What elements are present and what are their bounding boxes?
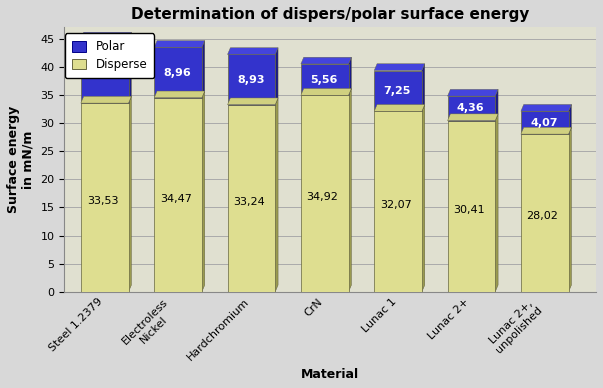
Polygon shape [422, 64, 425, 111]
Bar [374, 111, 422, 292]
Polygon shape [227, 98, 278, 105]
Polygon shape [227, 48, 278, 54]
Text: 34,47: 34,47 [160, 194, 192, 204]
Text: 8,93: 8,93 [237, 74, 264, 85]
Polygon shape [275, 98, 278, 292]
Bar [374, 71, 422, 111]
Polygon shape [81, 32, 131, 39]
Bar [301, 95, 349, 292]
Polygon shape [275, 48, 278, 105]
Polygon shape [569, 127, 572, 292]
Polygon shape [349, 88, 352, 292]
Polygon shape [202, 41, 204, 98]
Bar [447, 96, 495, 121]
Text: 4,36: 4,36 [457, 103, 484, 113]
Text: 8,96: 8,96 [163, 68, 191, 78]
Polygon shape [521, 104, 572, 111]
Polygon shape [154, 41, 204, 47]
Bar [81, 39, 128, 103]
Text: 7,25: 7,25 [384, 86, 411, 96]
Bar [521, 111, 569, 134]
Text: 34,92: 34,92 [306, 192, 338, 203]
Bar [154, 98, 202, 292]
Polygon shape [81, 96, 131, 103]
Polygon shape [349, 57, 352, 95]
Polygon shape [128, 96, 131, 292]
Polygon shape [447, 89, 498, 96]
Polygon shape [374, 104, 425, 111]
Text: 4,07: 4,07 [530, 118, 558, 128]
Title: Determination of dispers/polar surface energy: Determination of dispers/polar surface e… [131, 7, 529, 22]
Text: 33,24: 33,24 [233, 197, 265, 207]
Polygon shape [447, 114, 498, 121]
Polygon shape [374, 64, 425, 71]
Text: 30,41: 30,41 [453, 204, 485, 215]
Legend: Polar, Disperse: Polar, Disperse [65, 33, 154, 78]
Bar [154, 47, 202, 98]
Text: 11,39: 11,39 [86, 66, 122, 76]
Polygon shape [422, 104, 425, 292]
Polygon shape [128, 32, 131, 103]
Bar [227, 105, 275, 292]
Polygon shape [521, 127, 572, 134]
Polygon shape [202, 91, 204, 292]
Bar [227, 54, 275, 105]
Polygon shape [569, 104, 572, 134]
Polygon shape [301, 57, 352, 64]
Text: 32,07: 32,07 [380, 200, 412, 210]
Polygon shape [154, 91, 204, 98]
Text: 28,02: 28,02 [526, 211, 558, 221]
Text: 5,56: 5,56 [311, 74, 338, 85]
Polygon shape [301, 88, 352, 95]
Polygon shape [495, 114, 498, 292]
Text: 33,53: 33,53 [87, 196, 118, 206]
Polygon shape [495, 89, 498, 121]
Bar [81, 103, 128, 292]
Bar [521, 134, 569, 292]
X-axis label: Material: Material [301, 368, 359, 381]
Y-axis label: Surface energy
in mN/m: Surface energy in mN/m [7, 106, 35, 213]
Bar [301, 64, 349, 95]
Bar [447, 121, 495, 292]
